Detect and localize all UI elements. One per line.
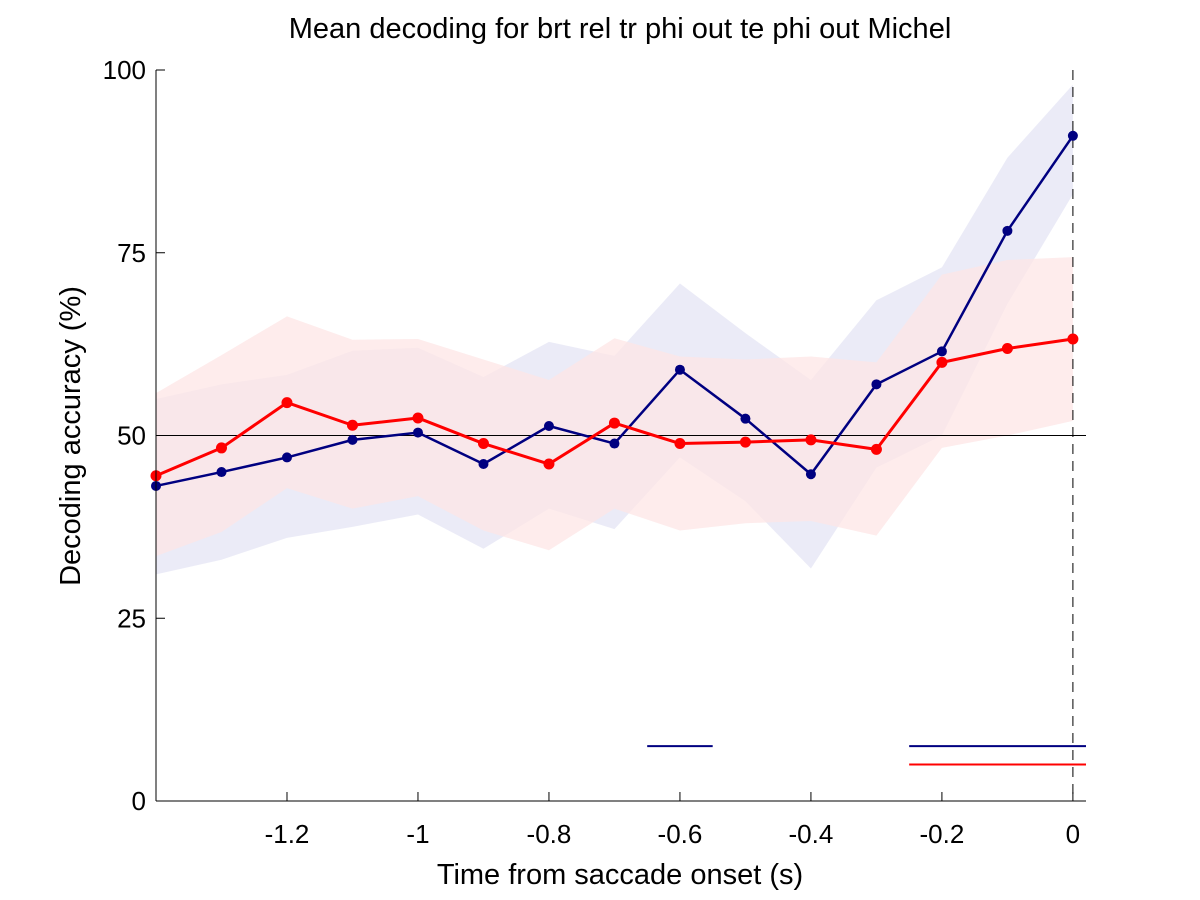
x-tick-label: -1.2: [265, 819, 310, 849]
series-2-point: [412, 412, 424, 424]
y-tick-label: 50: [117, 421, 146, 451]
series-1-point: [1067, 130, 1078, 141]
series-2-point: [281, 397, 293, 409]
significance-bars: [647, 745, 1086, 766]
series-lines: [150, 130, 1079, 491]
confidence-bands: [156, 84, 1073, 575]
x-tick-label: -0.6: [658, 819, 703, 849]
series-2-point: [608, 417, 620, 429]
series-1-point: [674, 364, 685, 375]
x-tick-label: 0: [1066, 819, 1080, 849]
series-2-point: [543, 458, 555, 470]
y-tick-label: 100: [103, 55, 146, 85]
series-1-point: [871, 379, 882, 390]
series-2-point: [805, 434, 817, 446]
tick-marks: 0 25 50 75 100 -1.2 -1 -0.8 -0.6 -0.4 -0.2 0: [103, 55, 1081, 849]
series-1-point: [543, 420, 554, 431]
y-axis-label: Decoding accuracy (%): [55, 286, 87, 586]
series-1-point: [805, 469, 816, 480]
series-2-point: [346, 419, 358, 431]
y-tick-label: 0: [132, 786, 146, 816]
x-tick-label: -0.4: [789, 819, 834, 849]
x-axis-label: Time from saccade onset (s): [437, 859, 803, 891]
y-tick-label: 75: [117, 238, 146, 268]
series-1-point: [281, 452, 292, 463]
series-1-point: [609, 438, 620, 449]
series-2-point: [674, 438, 686, 450]
series-2-point: [936, 356, 948, 368]
series-2-point: [739, 436, 751, 448]
y-tick-label: 25: [117, 603, 146, 633]
confidence-band-2: [156, 257, 1073, 557]
series-2-point: [1001, 343, 1013, 355]
series-1-point: [412, 427, 423, 438]
series-2-point: [215, 442, 227, 454]
chart-title: Mean decoding for brt rel tr phi out te …: [289, 13, 952, 45]
series-1-point: [216, 467, 227, 478]
series-2-point: [870, 443, 882, 455]
series-1-point: [478, 459, 489, 470]
x-tick-label: -1: [406, 819, 429, 849]
series-2-point: [477, 438, 489, 450]
series-1-point: [740, 413, 751, 424]
series-1-point: [936, 346, 947, 357]
series-1-point: [347, 434, 358, 445]
x-tick-label: -0.8: [527, 819, 572, 849]
x-tick-label: -0.2: [920, 819, 965, 849]
series-2-point: [1067, 333, 1079, 345]
series-1-point: [1002, 225, 1013, 236]
